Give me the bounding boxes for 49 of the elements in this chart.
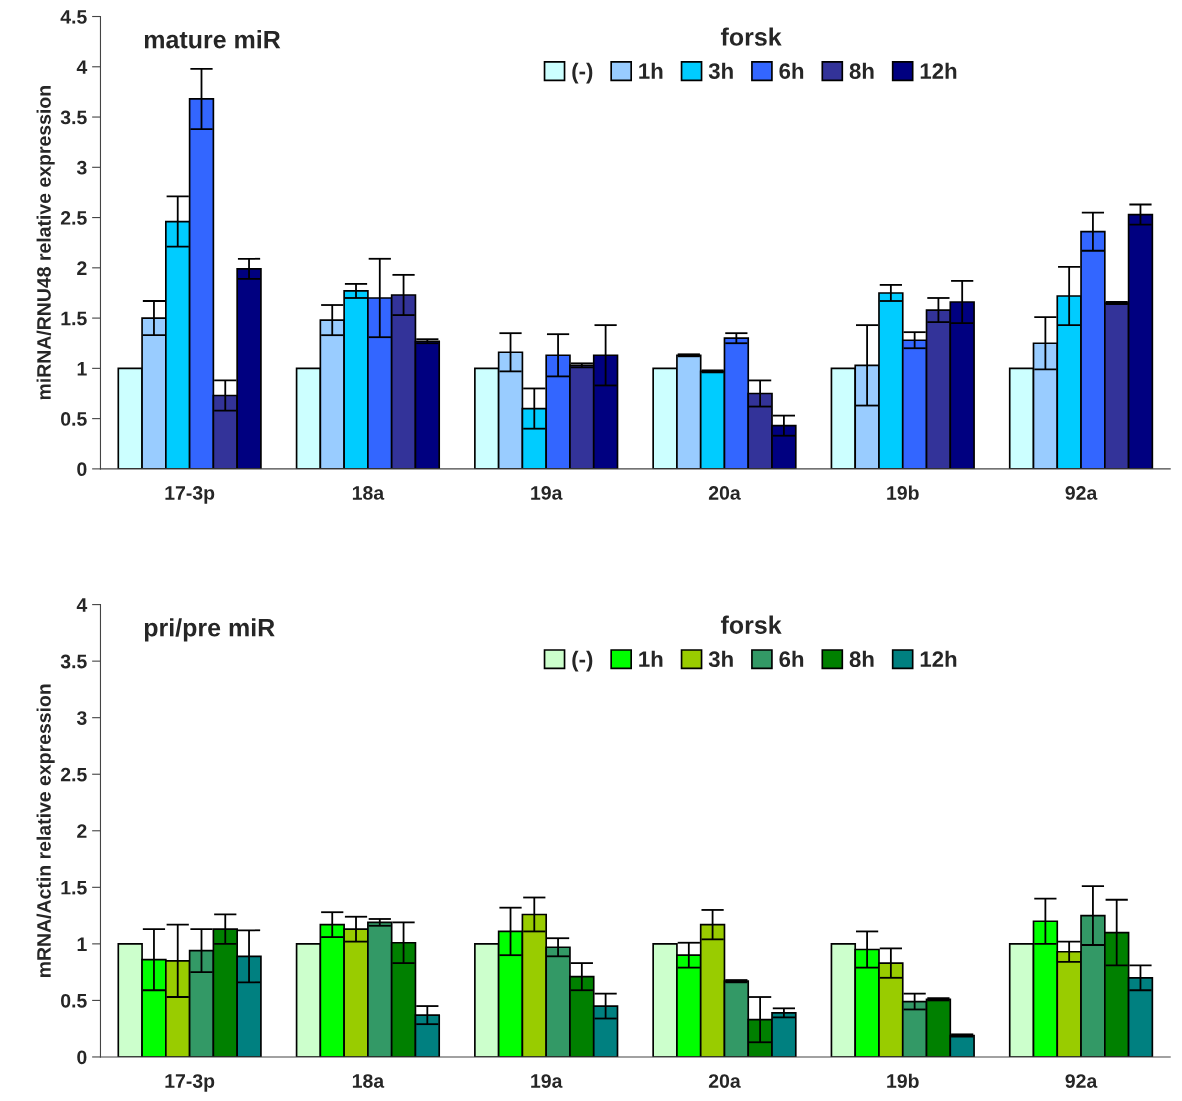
legend-label: (-): [572, 62, 593, 84]
y-axis-title: mRNA/Actin relative expression: [36, 684, 55, 977]
y-axis-title: miRNA/RNU48 relative expression: [36, 86, 55, 400]
y-tick-label: 0: [77, 462, 87, 477]
y-tick-label: 4: [76, 598, 88, 612]
legend-label: 6h: [779, 650, 804, 668]
y-tick-label: 3: [76, 160, 87, 175]
legend-label: 8h: [849, 650, 874, 668]
x-tick-label: 18a: [352, 486, 385, 500]
text: pri/pre miR: [144, 618, 275, 642]
x-tick-label: 92a: [1065, 486, 1098, 500]
y-tick-label: 3.5: [60, 110, 87, 125]
legend-label: (-): [572, 650, 593, 672]
x-tick-label: 20a: [708, 1074, 741, 1088]
legend-label: 3h: [708, 650, 733, 668]
legend-label: 12h: [920, 650, 957, 667]
legend-label: 3h: [708, 62, 733, 80]
x-tick-label: 17-3p: [165, 1074, 215, 1092]
y-tick-label: 1: [77, 937, 87, 951]
y-tick-label: 2: [77, 824, 87, 838]
x-tick-label: 17-3p: [165, 486, 215, 504]
y-tick-label: 4.5: [60, 10, 87, 24]
y-tick-label: 1.5: [61, 880, 87, 895]
chart-title: mature miR: [144, 30, 281, 49]
y-tick-label: 2.5: [60, 767, 87, 782]
legend-label: 8h: [849, 62, 874, 79]
x-tick-label: 19a: [531, 1074, 563, 1088]
y-tick-label: 4: [76, 60, 88, 74]
legend-label: 12h: [920, 62, 957, 79]
y-tick-label: 3.5: [60, 654, 87, 669]
x-tick-label: 19b: [887, 485, 919, 500]
legend-label: 1h: [639, 62, 663, 79]
x-tick-label: 20a: [708, 486, 741, 500]
legend-label: 6h: [779, 62, 804, 79]
x-tick-label: 19b: [887, 1073, 919, 1088]
x-tick-label: 18a: [352, 1074, 385, 1088]
legend-label: 1h: [639, 650, 663, 667]
legend-title: forsk: [720, 615, 782, 634]
y-tick-label: 0: [77, 1050, 87, 1065]
y-tick-label: 2: [77, 261, 87, 275]
y-tick-label: 1.5: [61, 311, 87, 326]
y-tick-label: 0.5: [61, 412, 87, 426]
legend-title: forsk: [720, 27, 782, 46]
y-tick-label: 2.5: [60, 211, 87, 225]
x-tick-label: 19a: [531, 486, 563, 500]
y-tick-label: 0.5: [61, 993, 87, 1008]
y-tick-label: 3: [76, 711, 87, 725]
y-tick-label: 1: [77, 362, 87, 376]
x-tick-label: 92a: [1065, 1074, 1098, 1088]
